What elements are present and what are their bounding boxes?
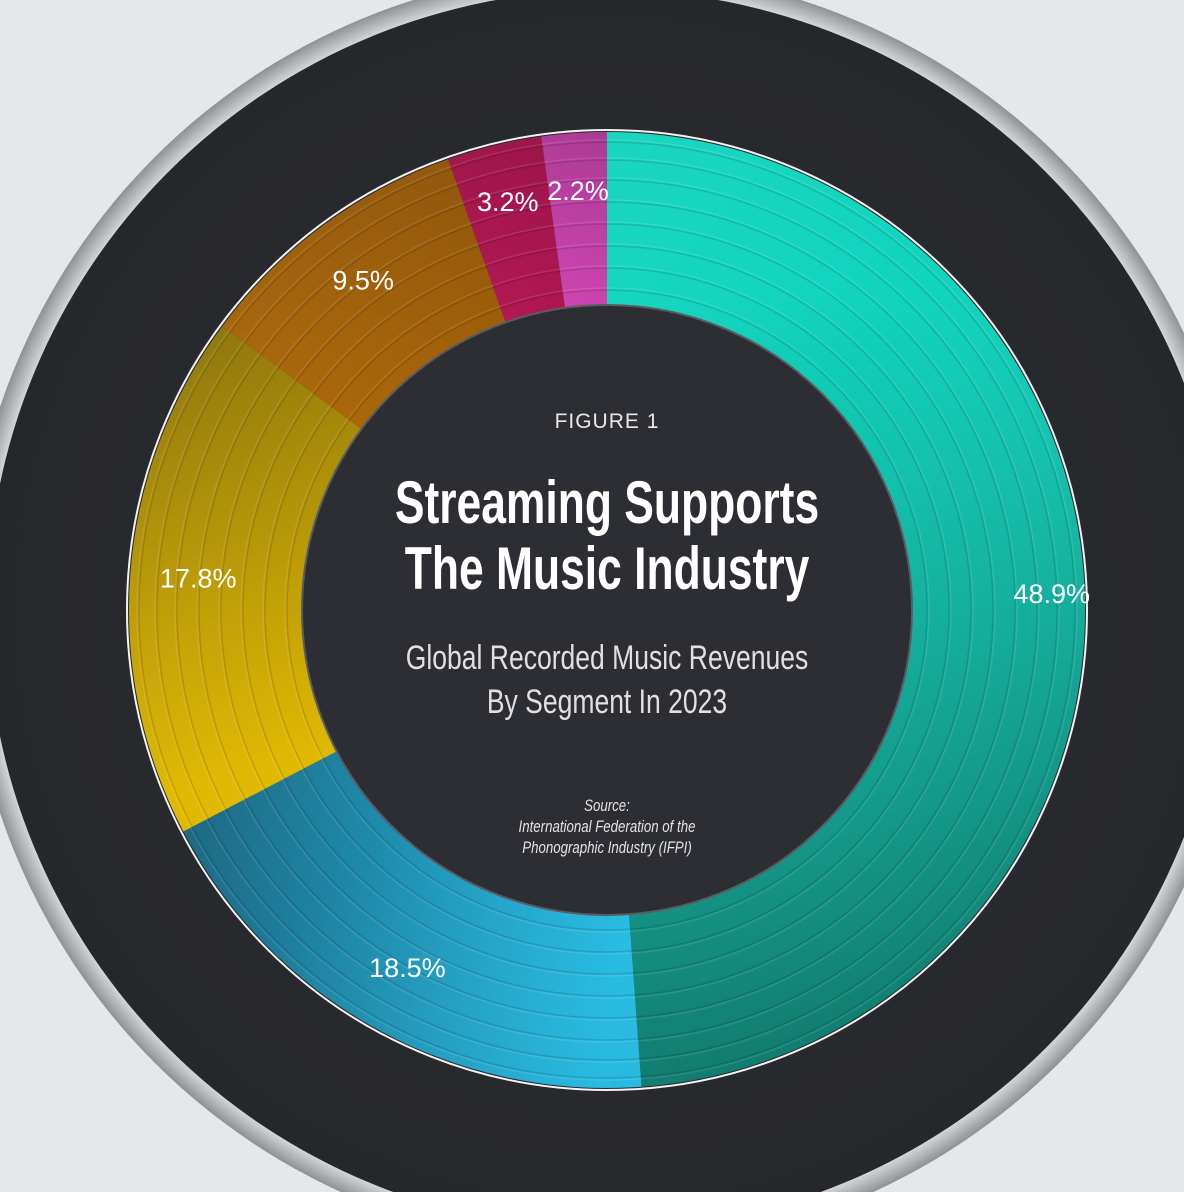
slice-label: 9.5% xyxy=(332,265,394,295)
groove-line xyxy=(154,157,1060,1063)
chart-title: Streaming Supports The Music Industry xyxy=(158,470,1056,602)
chart-subtitle-line-2: By Segment In 2023 xyxy=(486,683,728,721)
figure-label: FIGURE 1 xyxy=(554,410,660,433)
hub-disc xyxy=(301,304,913,916)
chart-subtitle: Global Recorded Music Revenues By Segmen… xyxy=(134,636,1081,724)
outer-ring-edge xyxy=(126,129,1088,1091)
slice-label: 2.2% xyxy=(547,176,609,206)
slice-label: 3.2% xyxy=(477,187,539,217)
groove-shadow xyxy=(156,159,1058,1061)
chart-subtitle-line-1: Global Recorded Music Revenues xyxy=(405,639,809,677)
groove-line xyxy=(240,243,974,977)
chart-title-line-1: Streaming Supports xyxy=(394,469,820,536)
source-line-2: International Federation of the xyxy=(518,817,696,836)
source-line-3: Phonographic Industry (IFPI) xyxy=(522,838,692,857)
slice-label: 17.8% xyxy=(160,564,237,594)
groove-line xyxy=(136,139,1078,1081)
chart-title-line-2: The Music Industry xyxy=(404,535,810,602)
groove-shadow xyxy=(264,267,950,953)
slice-label: 18.5% xyxy=(369,953,446,983)
groove-line xyxy=(262,265,952,955)
groove-shadow xyxy=(286,289,928,931)
slice-labels: 48.9% 18.5% 17.8% 9.5% 3.2% 2.2% xyxy=(160,176,1090,983)
groove-shadow xyxy=(176,179,1038,1041)
groove-line xyxy=(218,221,996,999)
groove-line xyxy=(284,287,930,933)
groove-shadow xyxy=(198,201,1016,1019)
groove-shadow xyxy=(242,245,972,975)
source-note: Source: International Federation of the … xyxy=(134,795,1081,858)
source-line-1: Source: xyxy=(584,796,630,815)
groove-line xyxy=(196,199,1018,1021)
record-grooves xyxy=(126,129,1088,1091)
groove-shadow xyxy=(138,141,1076,1079)
groove-shadow xyxy=(220,223,994,997)
slice-label: 48.9% xyxy=(1013,579,1090,609)
groove-line xyxy=(174,177,1040,1043)
center-label-disc xyxy=(301,304,913,916)
